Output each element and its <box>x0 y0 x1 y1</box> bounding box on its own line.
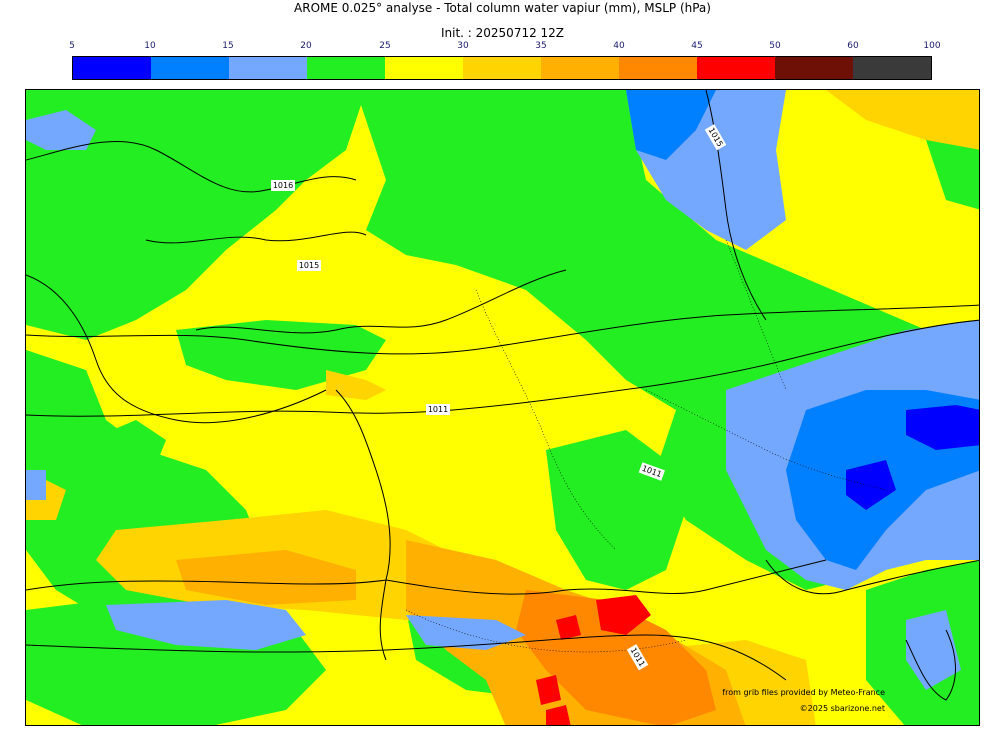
colorbar-segment <box>697 57 775 79</box>
colorbar-segment <box>463 57 541 79</box>
colorbar-segment <box>541 57 619 79</box>
colorbar-tick: 50 <box>769 41 781 51</box>
isobar-label: 1016 <box>273 181 293 190</box>
isobar-label: 1011 <box>428 405 448 414</box>
colorbar-tick: 5 <box>69 41 75 51</box>
borders <box>405 239 887 653</box>
colorbar-tick: 40 <box>613 41 625 51</box>
colorbar-segment <box>775 57 853 79</box>
colorbar-tick: 15 <box>222 41 234 51</box>
map-title: AROME 0.025° analyse - Total column wate… <box>294 1 711 15</box>
tcwv-5-10-areas <box>846 405 979 510</box>
colorbar-segment <box>229 57 307 79</box>
colorbar-tick: 10 <box>144 41 156 51</box>
colorbar-tick: 20 <box>300 41 312 51</box>
colorbar-segment <box>619 57 697 79</box>
init-time: Init. : 20250712 12Z <box>440 26 565 40</box>
isobar-label: 1015 <box>299 261 319 270</box>
weather-map: 1016 1015 1011 1015 1011 1011 from grib … <box>25 89 980 726</box>
tcwv-45-50-areas <box>536 595 651 725</box>
colorbar-tick: 35 <box>535 41 547 51</box>
data-source-credit: from grib files provided by Meteo-France <box>722 688 885 697</box>
colorbar-segment <box>853 57 931 79</box>
colorbar-segment <box>151 57 229 79</box>
map-canvas: 1016 1015 1011 1015 1011 1011 <box>26 90 979 725</box>
colorbar-tick: 100 <box>923 41 941 51</box>
colorbar-segment <box>385 57 463 79</box>
colorbar-tick: 45 <box>691 41 703 51</box>
colorbar <box>72 56 932 80</box>
colorbar-tick: 60 <box>847 41 859 51</box>
colorbar-segment <box>73 57 151 79</box>
coastlines <box>26 140 979 701</box>
colorbar-tick: 30 <box>457 41 469 51</box>
colorbar-tick: 25 <box>379 41 391 51</box>
copyright-credit: ©2025 sbarizone.net <box>799 704 885 713</box>
isobar-labels: 1016 1015 1011 1015 1011 1011 <box>271 124 727 671</box>
colorbar-segment <box>307 57 385 79</box>
